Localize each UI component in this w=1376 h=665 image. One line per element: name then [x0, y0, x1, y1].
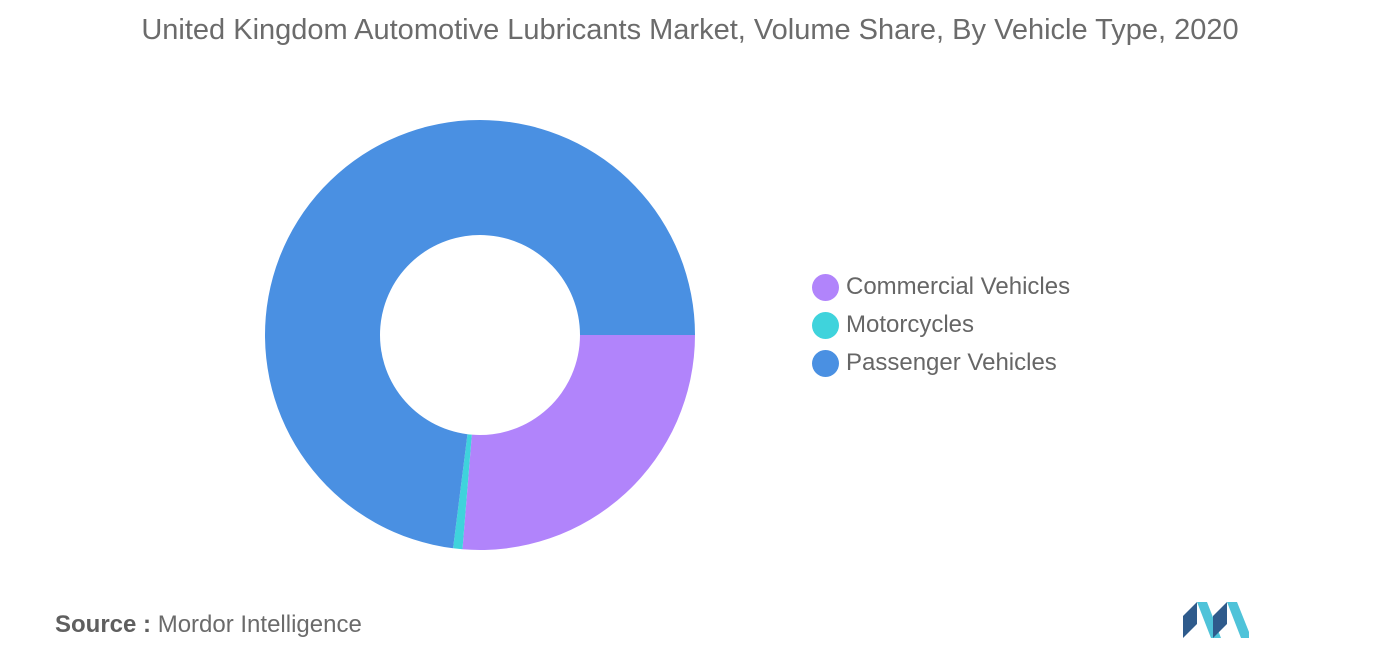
legend-swatch — [812, 311, 839, 339]
legend-item: Passenger Vehicles — [812, 344, 1070, 382]
source-prefix: Source : — [55, 611, 152, 638]
source-note: Source : Mordor Intelligence — [55, 611, 362, 639]
slice-commercial-vehicles — [462, 335, 695, 551]
legend-item: Commercial Vehicles — [812, 268, 1070, 306]
legend-swatch — [812, 273, 839, 301]
slice-passenger-vehicles — [264, 119, 695, 549]
legend-item: Motorcycles — [812, 306, 1070, 344]
slice-motorcycles — [453, 434, 472, 550]
source-text: Mordor Intelligence — [157, 611, 362, 638]
legend-label: Commercial Vehicles — [846, 273, 1071, 300]
legend-swatch — [812, 349, 839, 377]
chart-legend: Commercial Vehicles Motorcycles Passenger … — [812, 268, 1070, 382]
mordor-intelligence-logo-icon — [1183, 602, 1249, 638]
chart-title: United Kingdom Automotive Lubricants Mar… — [141, 14, 1239, 46]
legend-label: Passenger Vehicles — [846, 349, 1057, 376]
legend-label: Motorcycles — [846, 311, 975, 338]
